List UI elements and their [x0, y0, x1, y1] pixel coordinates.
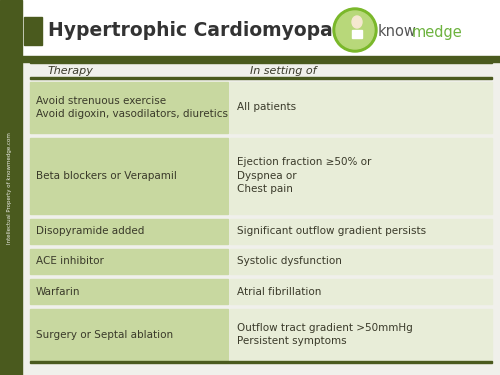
Text: All patients: All patients — [237, 102, 296, 112]
Bar — [230, 249, 492, 274]
Text: Therapy: Therapy — [48, 66, 94, 76]
Text: Hypertrophic Cardiomyopathy: Hypertrophic Cardiomyopathy — [48, 21, 367, 39]
Text: Beta blockers or Verapamil: Beta blockers or Verapamil — [36, 171, 177, 180]
Bar — [22, 59, 500, 62]
Text: Intellectual Property of knowmedge.com: Intellectual Property of knowmedge.com — [8, 132, 12, 244]
Text: Outflow tract gradient >50mmHg
Persistent symptoms: Outflow tract gradient >50mmHg Persisten… — [237, 323, 413, 346]
Text: ACE inhibitor: ACE inhibitor — [36, 256, 104, 267]
Bar — [30, 279, 228, 304]
Bar — [30, 219, 228, 244]
Bar — [230, 82, 492, 133]
Bar — [0, 0, 22, 375]
Text: know: know — [378, 24, 417, 39]
Bar — [30, 82, 228, 133]
Text: Warfarin: Warfarin — [36, 287, 80, 297]
Bar — [230, 138, 492, 213]
Bar — [22, 56, 500, 59]
Text: Disopyramide added: Disopyramide added — [36, 226, 144, 236]
Bar — [230, 219, 492, 244]
Circle shape — [336, 11, 374, 49]
FancyArrow shape — [352, 30, 362, 38]
Ellipse shape — [352, 16, 362, 28]
Text: medge: medge — [412, 24, 463, 39]
Bar — [30, 138, 228, 213]
Text: Systolic dysfunction: Systolic dysfunction — [237, 256, 342, 267]
Text: Atrial fibrillation: Atrial fibrillation — [237, 287, 322, 297]
Text: Surgery or Septal ablation: Surgery or Septal ablation — [36, 330, 173, 340]
Circle shape — [333, 8, 377, 52]
Bar — [30, 249, 228, 274]
Text: Avoid strenuous exercise
Avoid digoxin, vasodilators, diuretics: Avoid strenuous exercise Avoid digoxin, … — [36, 96, 228, 119]
Bar — [22, 0, 500, 57]
Bar — [230, 279, 492, 304]
Text: Significant outflow gradient persists: Significant outflow gradient persists — [237, 226, 426, 236]
Bar — [230, 309, 492, 360]
Bar — [30, 309, 228, 360]
Text: Ejection fraction ≥50% or
Dyspnea or
Chest pain: Ejection fraction ≥50% or Dyspnea or Che… — [237, 157, 372, 194]
Bar — [24, 17, 42, 45]
Bar — [30, 360, 492, 363]
Bar — [30, 61, 492, 63]
Bar — [30, 77, 492, 79]
Text: In setting of: In setting of — [250, 66, 316, 76]
